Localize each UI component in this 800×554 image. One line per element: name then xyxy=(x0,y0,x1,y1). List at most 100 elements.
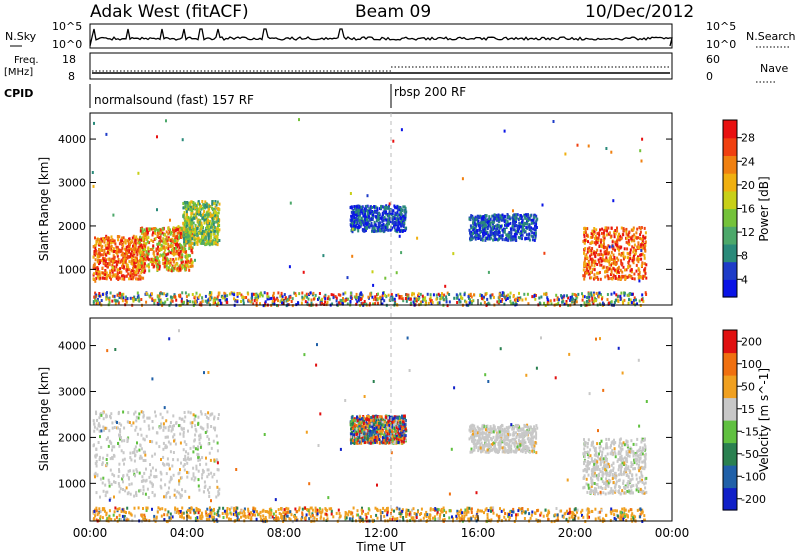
data-cell xyxy=(154,259,157,262)
data-cell xyxy=(194,202,197,206)
data-cell xyxy=(184,489,187,493)
data-cell xyxy=(173,239,176,243)
data-cell xyxy=(198,488,201,492)
data-cell xyxy=(535,294,537,297)
data-cell xyxy=(559,304,561,308)
data-cell xyxy=(614,229,617,232)
data-cell xyxy=(215,458,218,462)
data-cell xyxy=(477,235,480,238)
data-cell xyxy=(171,427,174,431)
data-cell xyxy=(208,207,211,211)
data-cell xyxy=(211,206,213,210)
data-cell xyxy=(201,200,204,203)
data-cell xyxy=(498,292,501,296)
data-cell xyxy=(353,212,356,216)
data-cell xyxy=(566,294,568,298)
data-cell xyxy=(165,235,168,239)
data-cell xyxy=(478,229,481,232)
data-cell xyxy=(197,478,200,482)
data-cell xyxy=(129,243,131,247)
data-cell xyxy=(199,445,202,449)
data-cell xyxy=(633,272,636,276)
data-cell xyxy=(96,299,99,303)
data-cell xyxy=(116,260,119,264)
data-cell xyxy=(144,459,147,462)
data-cell xyxy=(409,297,412,301)
data-cell xyxy=(148,227,151,231)
data-cell xyxy=(120,449,123,453)
data-cell xyxy=(413,297,416,301)
data-cell xyxy=(628,298,630,302)
data-cell xyxy=(189,254,191,258)
data-cell xyxy=(587,259,590,263)
data-cell xyxy=(533,231,536,235)
data-cell xyxy=(501,293,504,297)
data-cell xyxy=(177,227,180,231)
data-cell xyxy=(121,458,124,462)
data-cell xyxy=(163,495,165,499)
data-cell xyxy=(126,268,129,272)
data-cell xyxy=(118,484,121,488)
data-cell xyxy=(103,428,105,432)
data-cell xyxy=(623,291,626,295)
data-cell xyxy=(166,258,169,262)
data-cell xyxy=(354,207,357,211)
data-cell xyxy=(193,439,196,443)
data-cell xyxy=(603,265,606,269)
data-cell xyxy=(347,297,350,301)
data-cell xyxy=(195,228,198,232)
data-cell xyxy=(396,205,399,209)
data-cell xyxy=(598,260,601,264)
data-cell xyxy=(532,218,535,222)
data-cell xyxy=(624,276,627,280)
data-cell xyxy=(381,297,384,301)
data-cell xyxy=(604,270,606,274)
data-cell xyxy=(194,414,197,418)
data-cell xyxy=(213,217,216,221)
data-cell xyxy=(102,252,105,256)
data-cell xyxy=(130,277,133,281)
data-cell xyxy=(500,300,503,303)
data-cell xyxy=(636,245,639,249)
data-cell xyxy=(164,261,167,265)
data-cell xyxy=(139,253,142,257)
data-cell xyxy=(484,238,487,242)
data-cell xyxy=(353,295,356,299)
data-cell xyxy=(130,256,133,260)
data-cell xyxy=(488,234,491,238)
data-cell xyxy=(362,229,365,233)
data-cell xyxy=(279,294,282,298)
data-cell xyxy=(207,213,210,217)
data-cell xyxy=(427,301,430,305)
outlier-cell xyxy=(177,225,180,229)
data-cell xyxy=(637,275,640,279)
data-cell xyxy=(398,296,401,300)
data-cell xyxy=(153,258,156,262)
data-cell xyxy=(474,215,477,219)
data-cell xyxy=(638,257,641,261)
data-cell xyxy=(98,241,101,245)
data-cell xyxy=(178,491,180,495)
data-cell xyxy=(195,429,198,433)
data-cell xyxy=(193,230,196,234)
data-cell xyxy=(167,260,170,263)
data-cell xyxy=(147,227,150,231)
data-cell xyxy=(629,298,632,302)
data-cell xyxy=(201,473,204,477)
data-cell xyxy=(142,248,145,251)
data-cell xyxy=(180,247,183,251)
data-cell xyxy=(184,247,187,251)
data-cell xyxy=(187,265,190,269)
data-cell xyxy=(591,229,594,233)
data-cell xyxy=(92,277,95,281)
data-cell xyxy=(153,302,156,305)
data-cell xyxy=(155,255,158,259)
data-cell xyxy=(179,267,181,271)
data-cell xyxy=(198,202,201,206)
data-cell xyxy=(266,294,269,298)
data-cell xyxy=(113,454,116,458)
data-cell xyxy=(207,300,210,304)
data-cell xyxy=(158,299,161,303)
data-cell xyxy=(208,491,211,495)
data-cell xyxy=(366,209,369,213)
